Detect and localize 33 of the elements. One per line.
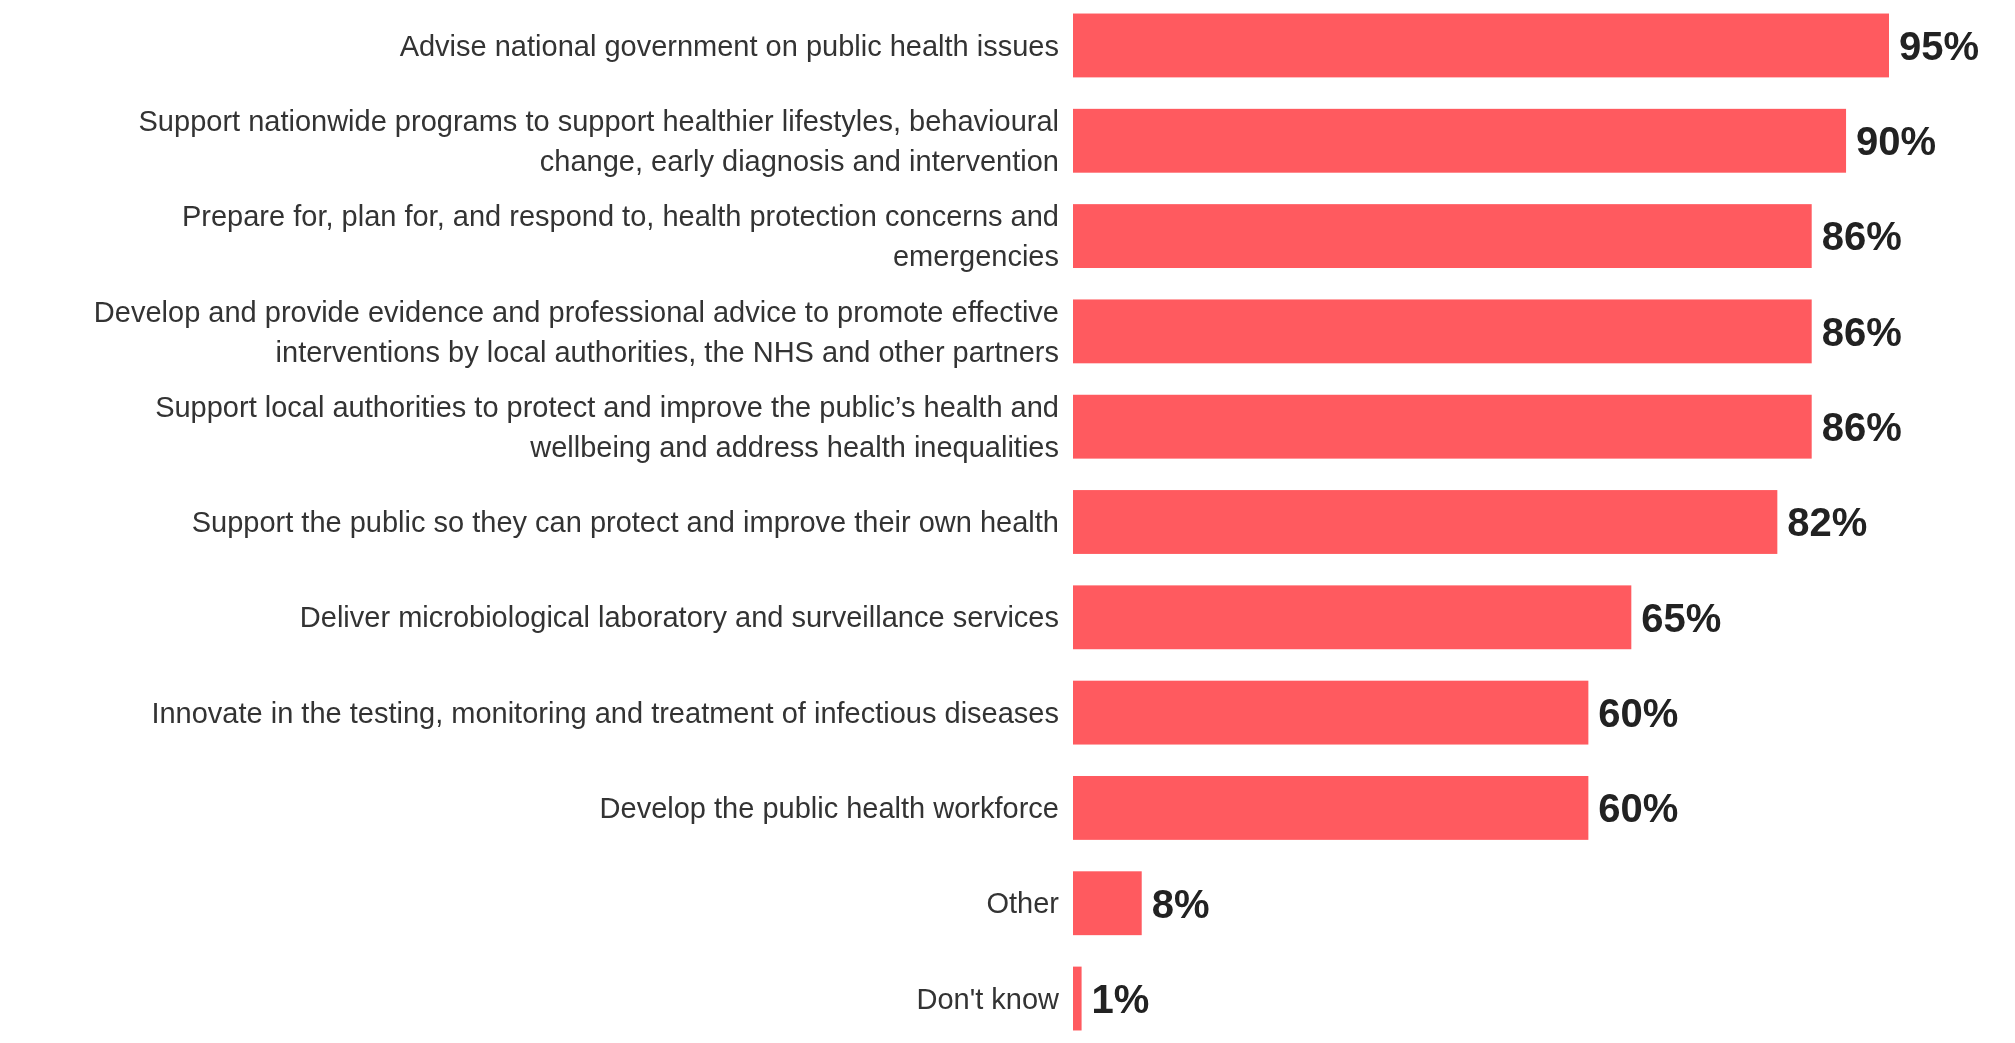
y-tick-label: Don't know xyxy=(916,982,1061,1015)
bar xyxy=(1073,394,1812,459)
bar xyxy=(1073,108,1847,173)
y-tick-label: Prepare for, plan for, and respond to, health protection concerns and emergencies xyxy=(181,200,1059,273)
y-tick-label: Advise national government on public health issues xyxy=(399,29,1059,62)
data-label: 65% xyxy=(1641,595,1722,640)
data-label: 90% xyxy=(1856,119,1937,164)
data-label: 86% xyxy=(1821,214,1902,259)
bar xyxy=(1073,966,1082,1031)
data-label: 82% xyxy=(1787,500,1868,545)
bar xyxy=(1073,204,1812,268)
y-tick-label: Support nationwide programs to support healthier lifestyles, behavioural change, early diagnosis and intervention xyxy=(138,104,1059,177)
y-tick-label: Develop the public health workforce xyxy=(599,792,1059,825)
y-tick-label: Develop and provide evidence and professional advice to promote effective interventions by local authorities, the NHS and other partners xyxy=(93,295,1059,368)
bar xyxy=(1073,13,1889,78)
data-label: 60% xyxy=(1598,691,1679,736)
bar xyxy=(1073,871,1142,936)
y-tick-label: Innovate in the testing, monitoring and treatment of infectious diseases xyxy=(151,696,1059,729)
data-label: 8% xyxy=(1151,881,1210,926)
y-tick-label: Support the public so they can protect and improve their own health xyxy=(191,506,1059,539)
bar xyxy=(1073,680,1589,745)
y-tick-label: Support local authorities to protect and improve the public’s health and wellbeing and address health inequalities xyxy=(155,390,1059,463)
bar xyxy=(1073,585,1632,650)
data-label: 95% xyxy=(1899,23,1980,68)
y-tick-label: Deliver microbiological laboratory and surveillance services xyxy=(299,601,1059,634)
data-label: 86% xyxy=(1821,405,1902,450)
data-label: 1% xyxy=(1091,976,1150,1021)
bar xyxy=(1073,490,1778,554)
data-label: 60% xyxy=(1598,786,1679,831)
y-tick-label: Other xyxy=(986,887,1060,920)
bar xyxy=(1073,776,1589,840)
bar xyxy=(1073,299,1812,364)
data-label: 86% xyxy=(1821,309,1902,354)
